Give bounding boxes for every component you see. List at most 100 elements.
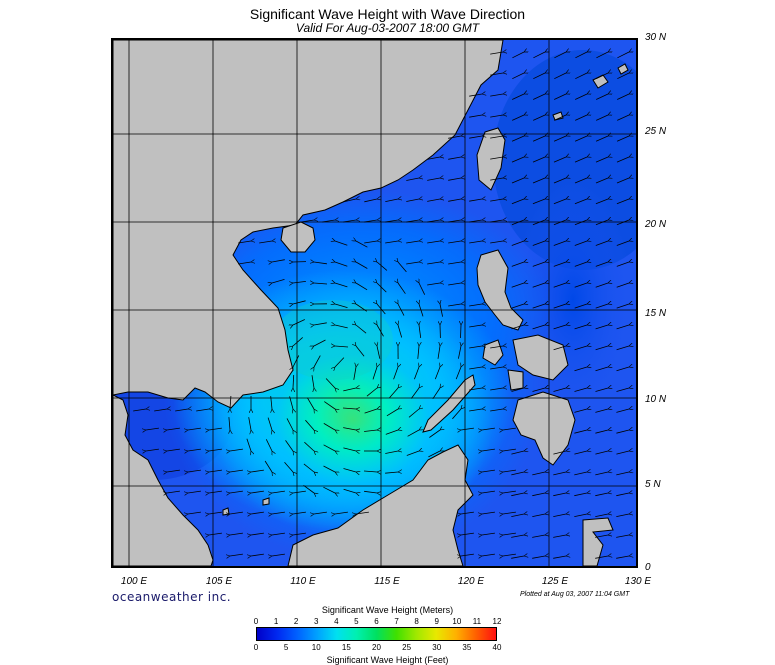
wave-arrow (595, 472, 608, 476)
wave-arrow (503, 427, 516, 430)
wave-arrow (335, 241, 348, 246)
wave-arrow (209, 427, 222, 430)
wave-arrow (323, 423, 335, 430)
legend-meter-tick: 0 (253, 617, 259, 626)
wave-arrow (458, 346, 461, 359)
wave-arrow (574, 283, 587, 288)
wave-arrow (482, 469, 495, 472)
wave-arrow (511, 472, 524, 476)
wave-arrow (616, 346, 629, 351)
wave-arrow (553, 283, 566, 288)
wave-arrow (616, 493, 629, 497)
wave-arrow (490, 115, 503, 118)
wave-arrow (364, 430, 377, 432)
wave-arrow (511, 388, 525, 392)
wave-arrow (167, 448, 180, 451)
wave-arrow (434, 367, 440, 380)
wave-arrow (407, 430, 419, 437)
wave-arrow (385, 451, 398, 454)
wave-arrow (286, 418, 293, 430)
wave-arrow (482, 511, 495, 514)
wave-arrow (393, 367, 398, 380)
lon-label-125e: 125 E (541, 576, 569, 587)
wave-arrow (533, 73, 545, 80)
legend-feet-tick: 5 (283, 643, 289, 652)
wave-arrow (356, 511, 369, 514)
wave-arrow (482, 532, 495, 535)
legend-meter-tick: 3 (314, 617, 319, 626)
wave-arrow (503, 469, 516, 472)
wave-arrow (272, 511, 285, 514)
wave-arrow (209, 511, 222, 514)
wave-arrow (343, 220, 356, 223)
wave-arrow (616, 199, 629, 205)
wave-arrow (511, 535, 524, 538)
wave-arrow (595, 262, 608, 267)
wave-arrow (482, 490, 495, 493)
wave-arrow (553, 472, 566, 476)
wave-arrow (595, 514, 608, 517)
legend-feet-title: Significant Wave Height (Feet) (326, 655, 449, 665)
lat-label-5n: 5 N (645, 479, 661, 490)
legend-feet-tick: 35 (462, 643, 472, 652)
wave-arrow (595, 493, 608, 497)
wave-arrow (595, 451, 608, 455)
wave-arrow (293, 355, 300, 367)
wave-arrow (469, 220, 482, 223)
wave-arrow (427, 262, 440, 265)
legend-feet-tick: 0 (253, 643, 259, 652)
wave-arrow (448, 241, 461, 244)
wave-arrow (272, 553, 285, 556)
wave-arrow (259, 241, 272, 244)
wave-arrow (343, 488, 356, 493)
lon-label-130e: 130 E (624, 576, 652, 587)
wave-arrow (272, 532, 285, 535)
wave-arrow (511, 451, 524, 455)
wave-arrow (427, 220, 440, 223)
wave-arrow (293, 511, 306, 514)
wave-arrow (293, 337, 303, 346)
wave-arrow (616, 325, 629, 330)
wave-arrow (251, 469, 264, 472)
wave-arrow (335, 325, 348, 329)
wave-arrow (188, 448, 201, 451)
wave-arrow (595, 136, 608, 142)
wave-arrow (418, 346, 419, 359)
wave-direction-arrows (133, 52, 629, 559)
wave-arrow (363, 471, 377, 472)
wave-arrow (490, 367, 503, 370)
wave-arrow (289, 396, 293, 409)
wave-arrow (469, 367, 482, 370)
wave-arrow (532, 199, 545, 205)
wave-arrow (461, 511, 474, 514)
wave-arrow (595, 409, 608, 413)
wave-arrow (511, 157, 524, 163)
wave-arrow (335, 511, 348, 514)
wave-arrow (175, 409, 188, 412)
credit-logo-text: oceanweather inc. (112, 590, 232, 604)
wave-arrow (314, 511, 327, 514)
wave-arrow (469, 241, 482, 244)
wave-arrow (461, 532, 474, 535)
wave-arrow (511, 220, 524, 226)
wave-arrow (616, 514, 629, 517)
wave-arrow (469, 325, 482, 328)
wave-arrow (490, 94, 503, 97)
legend-feet-tick: 10 (311, 643, 321, 652)
wave-arrow (267, 417, 272, 430)
wave-arrow (448, 262, 461, 265)
wave-arrow (595, 346, 608, 351)
wave-arrow (511, 325, 524, 330)
legend-meter-tick: 5 (354, 617, 359, 626)
wave-arrow (238, 262, 251, 265)
wave-arrow (293, 532, 306, 535)
lon-label-115e: 115 E (374, 576, 400, 587)
wave-arrow (490, 157, 503, 160)
lat-label-15n: 15 N (645, 308, 667, 319)
wave-arrow (377, 325, 384, 337)
wave-arrow (469, 304, 482, 307)
legend-meter-tick: 4 (334, 617, 339, 626)
wave-arrow (364, 490, 377, 493)
wave-arrow (448, 136, 461, 139)
wave-arrow (511, 136, 524, 142)
